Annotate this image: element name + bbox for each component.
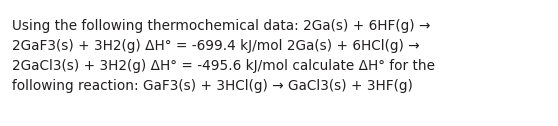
Text: Using the following thermochemical data: 2Ga(s) + 6HF(g) →
2GaF3(s) + 3H2(g) ΔH°: Using the following thermochemical data:… xyxy=(12,19,435,93)
